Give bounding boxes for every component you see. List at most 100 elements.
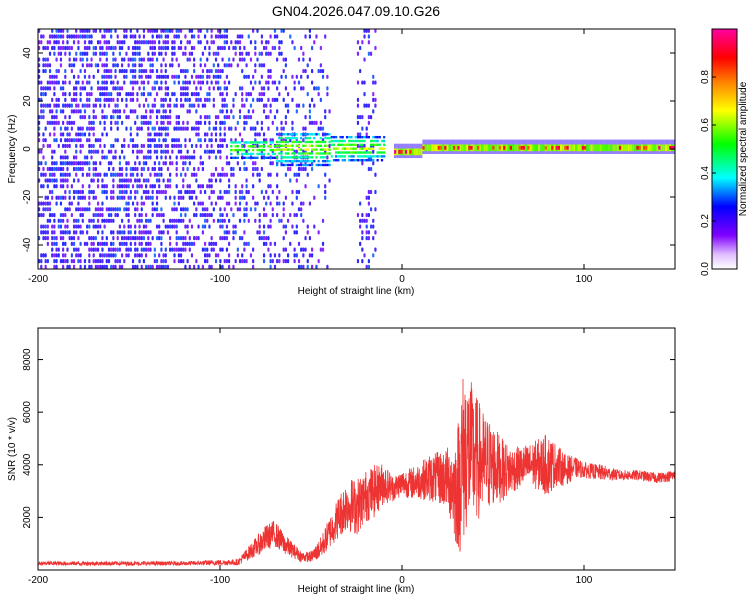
spectrogram-cell [62,40,65,45]
spectrogram-cell [68,115,71,120]
spectrogram-cell [496,144,499,152]
spectrogram-cell [79,161,82,166]
spectrogram-cell [88,34,91,39]
spectrogram-cell [155,149,159,154]
spectrogram-cell [234,230,237,235]
spectrogram-cell [228,264,231,269]
spectrogram-cell [142,80,146,85]
spectrogram-cell [184,172,187,177]
spectrogram-cell [147,241,150,246]
spectrogram-cell [311,152,314,155]
spectrogram-cell [140,247,143,252]
spectrogram-cell [217,34,220,39]
spectrogram-cell [169,120,172,125]
spectrogram-cell [116,247,119,252]
spectrogram-cell [44,126,47,131]
spectrogram-cell [324,195,327,200]
spectrogram-cell [107,74,111,79]
spectrogram-cell [219,109,222,114]
spectrogram-cell [197,184,200,189]
spectrogram-cell [173,80,176,85]
spectrogram-cell [116,115,119,120]
spectrogram-cell [147,103,150,108]
spectrogram-cell [313,120,316,125]
spectrogram-cell [147,264,150,269]
spectrogram-cell [66,34,69,39]
spectrogram-cell [232,141,235,144]
spectrogram-cell [199,120,202,125]
spectrogram-cell [79,126,82,131]
spectrogram-cell [245,259,248,264]
spectrogram-cell [359,143,362,147]
spectrogram-cell [162,230,165,235]
spectrogram-cell [374,230,377,235]
spectrogram-cell [359,139,362,143]
spectrogram-cell [136,166,139,172]
spectrogram-cell [269,156,272,159]
spectrogram-cell [302,247,305,252]
spectrogram-cell [186,155,189,160]
spectrogram-cell [127,218,130,223]
spectrogram-cell [317,92,320,97]
spectrogram-cell [206,218,209,223]
spectrogram-cell [193,155,196,160]
spectrogram-cell [171,143,174,149]
spectrogram-cell [114,120,117,125]
spectrogram-cell [46,201,49,206]
spectrogram-cell [190,241,194,246]
spectrogram-cell [245,120,248,125]
spectrogram-cell [280,136,283,140]
spectrogram-cell [230,152,233,156]
spectrogram-cell [64,212,67,218]
spectrogram-cell [238,201,242,206]
spectrogram-cell [83,259,87,264]
spectrogram-cell [241,236,244,241]
spectrogram-cell [319,68,322,74]
spectrogram-cell [186,207,189,212]
spectrogram-cell [317,126,320,131]
spectrogram-cell [217,45,220,51]
spectrogram-cell [254,40,257,45]
spectrogram-cell [140,57,143,62]
spectrogram-cell [105,264,108,269]
spectrogram-cell [297,57,301,62]
spectrogram-cell [197,74,200,79]
colorbar-tick-label: 0.8 [700,70,711,84]
spectrogram-cell [247,92,250,97]
spectrogram-cell [72,138,76,143]
spectrogram-cell [269,218,272,223]
spectrogram-cell [77,74,80,79]
spectrogram-cell [77,178,80,183]
spectrogram-cell [343,151,346,154]
spectrogram-cell [68,80,71,85]
spectrogram-cell [164,86,167,91]
spectrogram-cell [70,103,73,108]
spectrogram-cell [245,74,248,79]
spectrogram-cell [265,156,268,159]
spectrogram-cell [236,156,239,159]
spectrogram-cell [140,166,143,172]
spectrogram-cell [134,63,137,68]
spectrogram-cell [653,144,657,152]
spectrogram-cell [293,247,296,252]
spectrogram-cell [96,63,100,68]
spectrogram-cell [273,97,277,102]
spectrogram-cell [182,68,185,74]
spectrogram-cell [145,178,148,183]
spectrogram-cell [166,103,170,108]
spectrogram-cell [59,178,63,183]
spectrogram-cell [138,103,141,108]
spectrogram-cell [142,259,146,264]
spectrogram-cell [348,159,351,162]
spectrogram-cell [158,224,161,229]
spectrogram-cell [337,139,340,143]
spectrogram-cell [62,195,65,200]
spectrogram-cell [127,143,130,149]
spectrogram-cell [627,144,630,152]
spectrogram-cell [302,166,305,172]
spectrogram-cell [175,115,178,120]
spectrogram-cell [88,166,91,172]
spectrogram-cell [112,264,115,269]
spectrogram-cell [38,138,41,143]
